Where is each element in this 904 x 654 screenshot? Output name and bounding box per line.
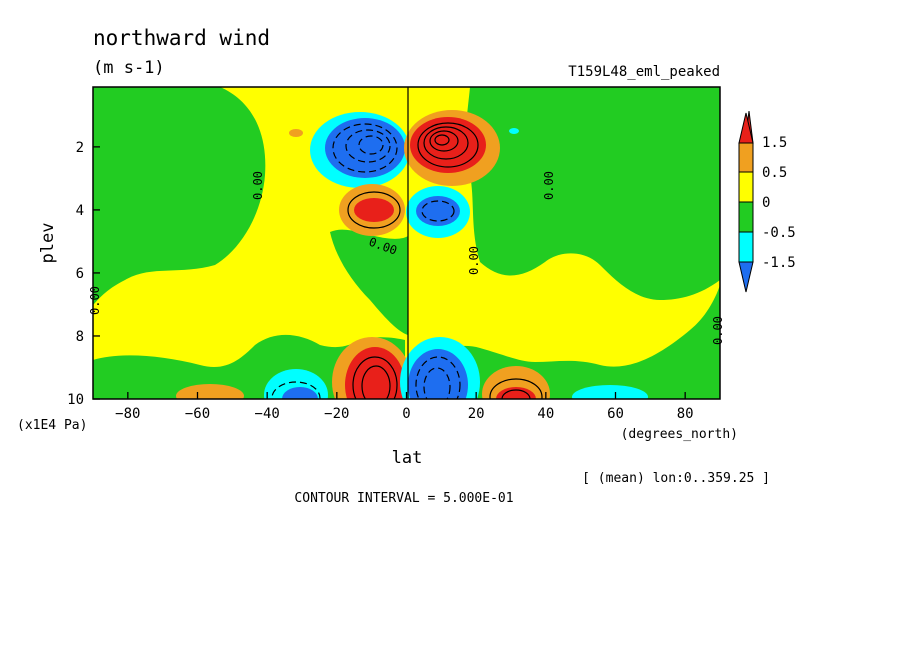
- colorbar-label-2: 0.5: [762, 165, 787, 181]
- colorbar-top-arrow-fill: [738, 112, 754, 144]
- contour-field: [93, 87, 720, 399]
- run-label: T159L48_eml_peaked: [568, 64, 720, 80]
- x-tick-label: 40: [537, 406, 554, 422]
- zero-label: 0.00: [542, 171, 556, 200]
- region-red-low-nh30: [496, 387, 536, 399]
- region-red-mid-sh: [354, 198, 394, 222]
- mean-note: [ (mean) lon:0..359.25 ]: [582, 471, 770, 486]
- y-tick-label: 10: [67, 392, 84, 408]
- x-tick-label: 20: [468, 406, 485, 422]
- x-tick-label: −80: [115, 406, 140, 422]
- colorbar: 1.5 0.5 0 -0.5 -1.5: [738, 110, 796, 293]
- y-tick-label: 4: [76, 203, 84, 219]
- region-neg-nh: [465, 87, 720, 300]
- units-label: (m s-1): [93, 58, 165, 78]
- region-neg-sh-high: [93, 87, 266, 305]
- region-neg-center-tongue: [330, 229, 408, 335]
- y-tick-label: 6: [76, 266, 84, 282]
- y-tick-label: 8: [76, 329, 84, 345]
- region-neg-nh-bottom: [420, 285, 720, 399]
- colorbar-swatch-green: [738, 201, 754, 233]
- region-red-upper-nh: [410, 117, 486, 173]
- colorbar-swatch-yellow: [738, 171, 754, 203]
- region-red-low-sh: [345, 347, 405, 399]
- y-axis-label: plev: [38, 223, 58, 264]
- zero-label: 0.00: [711, 316, 725, 345]
- x-axis-label: lat: [392, 448, 423, 468]
- colorbar-label-5: -1.5: [762, 255, 796, 271]
- zero-label: 0.00: [251, 171, 265, 200]
- x-tick-label: −60: [185, 406, 210, 422]
- region-blue-low-sh30: [282, 387, 318, 399]
- zero-label: 0.00: [88, 286, 102, 315]
- x-units-label: (degrees_north): [621, 427, 738, 442]
- region-neg-sh-bottom: [93, 334, 405, 399]
- y-tick-label: 2: [76, 140, 84, 156]
- contour-lines: [347, 87, 543, 399]
- region-small-orange: [289, 129, 303, 137]
- region-cyan-low-nh60: [572, 385, 648, 399]
- colorbar-label-1: 1.5: [762, 135, 787, 151]
- colorbar-swatch-orange: [738, 142, 754, 173]
- zero-label: 0.00: [467, 246, 481, 275]
- chart-title: northward wind: [93, 26, 270, 50]
- x-axis: −80 −60 −40 −20 0 20 40 60 80: [115, 392, 694, 422]
- colorbar-bottom-arrow: [738, 261, 754, 293]
- contour-interval-note: CONTOUR INTERVAL = 5.000E-01: [294, 491, 513, 506]
- negative-contour-lines: [271, 123, 461, 399]
- x-tick-label: 80: [677, 406, 694, 422]
- region-blue-upper-sh: [325, 118, 405, 178]
- region-blue-low-nh: [408, 349, 468, 399]
- y-axis: 2 4 6 8 10: [67, 140, 100, 408]
- region-small-cyan: [509, 128, 519, 134]
- x-tick-label: 60: [607, 406, 624, 422]
- region-orange-low-nh30: [482, 366, 550, 399]
- colorbar-swatch-cyan: [738, 231, 754, 263]
- colorbar-label-3: 0: [762, 195, 770, 211]
- x-tick-label: −40: [255, 406, 280, 422]
- colorbar-label-4: -0.5: [762, 225, 796, 241]
- region-orange-low-sh60: [176, 384, 244, 399]
- x-tick-label: 0: [402, 406, 410, 422]
- x-tick-label: −20: [324, 406, 349, 422]
- y-units-label: (x1E4 Pa): [17, 418, 87, 433]
